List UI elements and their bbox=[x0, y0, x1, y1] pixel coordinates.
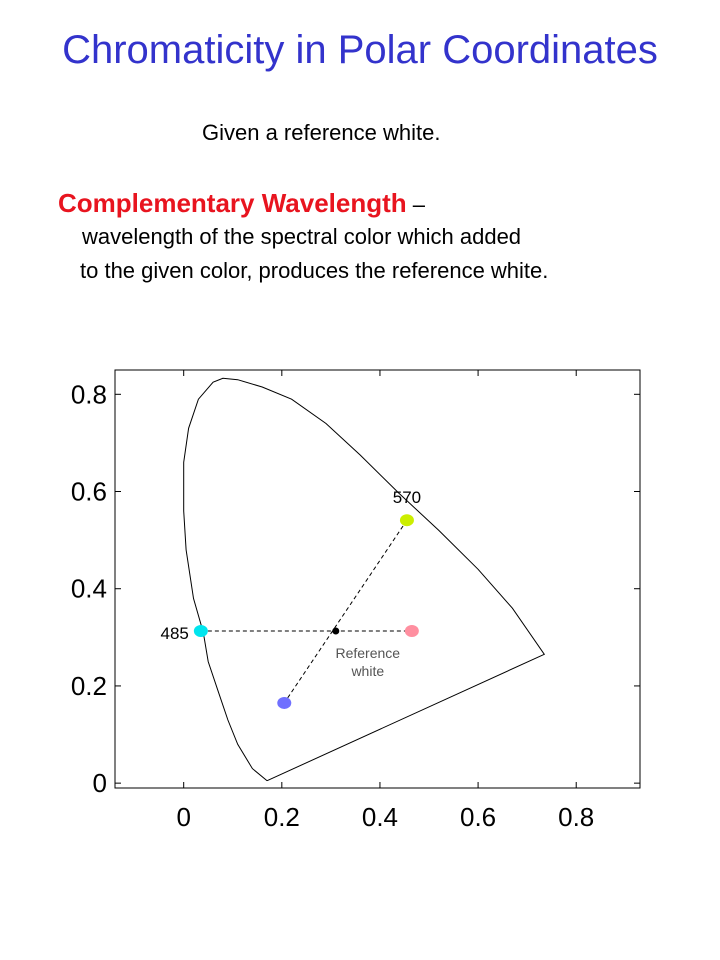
x-tick-label: 0 bbox=[176, 802, 190, 832]
y-tick-label: 0.4 bbox=[71, 574, 107, 604]
spectral-locus bbox=[183, 377, 546, 782]
color-point-485 bbox=[193, 625, 208, 638]
spectral-locus-curve bbox=[183, 377, 546, 782]
term-complementary-wavelength: Complementary Wavelength bbox=[58, 188, 407, 218]
slide-title: Chromaticity in Polar Coordinates bbox=[62, 28, 658, 72]
chart-axes: 0 0.2 0.4 0.6 0.8 0 0.2 0.4 0.6 0.8 bbox=[71, 369, 641, 832]
color-point bbox=[277, 696, 292, 709]
x-tick-label: 0.2 bbox=[264, 802, 300, 832]
chart-points bbox=[193, 514, 419, 709]
reference-white-point bbox=[332, 627, 340, 635]
definition-line-1: wavelength of the spectral color which a… bbox=[82, 224, 522, 249]
dashed-connector bbox=[283, 519, 408, 704]
color-point-570 bbox=[399, 514, 414, 527]
color-point bbox=[404, 625, 419, 638]
plot-frame bbox=[114, 369, 641, 789]
x-tick-label: 0.4 bbox=[362, 802, 398, 832]
chart-labels: 570 485 Reference white bbox=[160, 488, 421, 679]
reference-white-label-line2: white bbox=[350, 663, 384, 679]
point-label-570: 570 bbox=[393, 488, 421, 507]
x-tick-label: 0.8 bbox=[558, 802, 594, 832]
definition-block: Complementary Wavelength – wavelength of… bbox=[58, 186, 698, 288]
reference-white-label-line1: Reference bbox=[335, 645, 400, 661]
x-tick-label: 0.6 bbox=[460, 802, 496, 832]
y-tick-label: 0.8 bbox=[71, 379, 107, 409]
term-dash: – bbox=[406, 192, 426, 217]
y-tick-label: 0.2 bbox=[71, 671, 107, 701]
y-tick-label: 0.6 bbox=[71, 477, 107, 507]
given-text: Given a reference white. bbox=[202, 120, 441, 145]
definition-line-2: to the given color, produces the referen… bbox=[80, 258, 549, 283]
y-tick-label: 0 bbox=[93, 768, 107, 798]
dashed-lines bbox=[200, 519, 412, 704]
point-label-485: 485 bbox=[160, 624, 188, 643]
